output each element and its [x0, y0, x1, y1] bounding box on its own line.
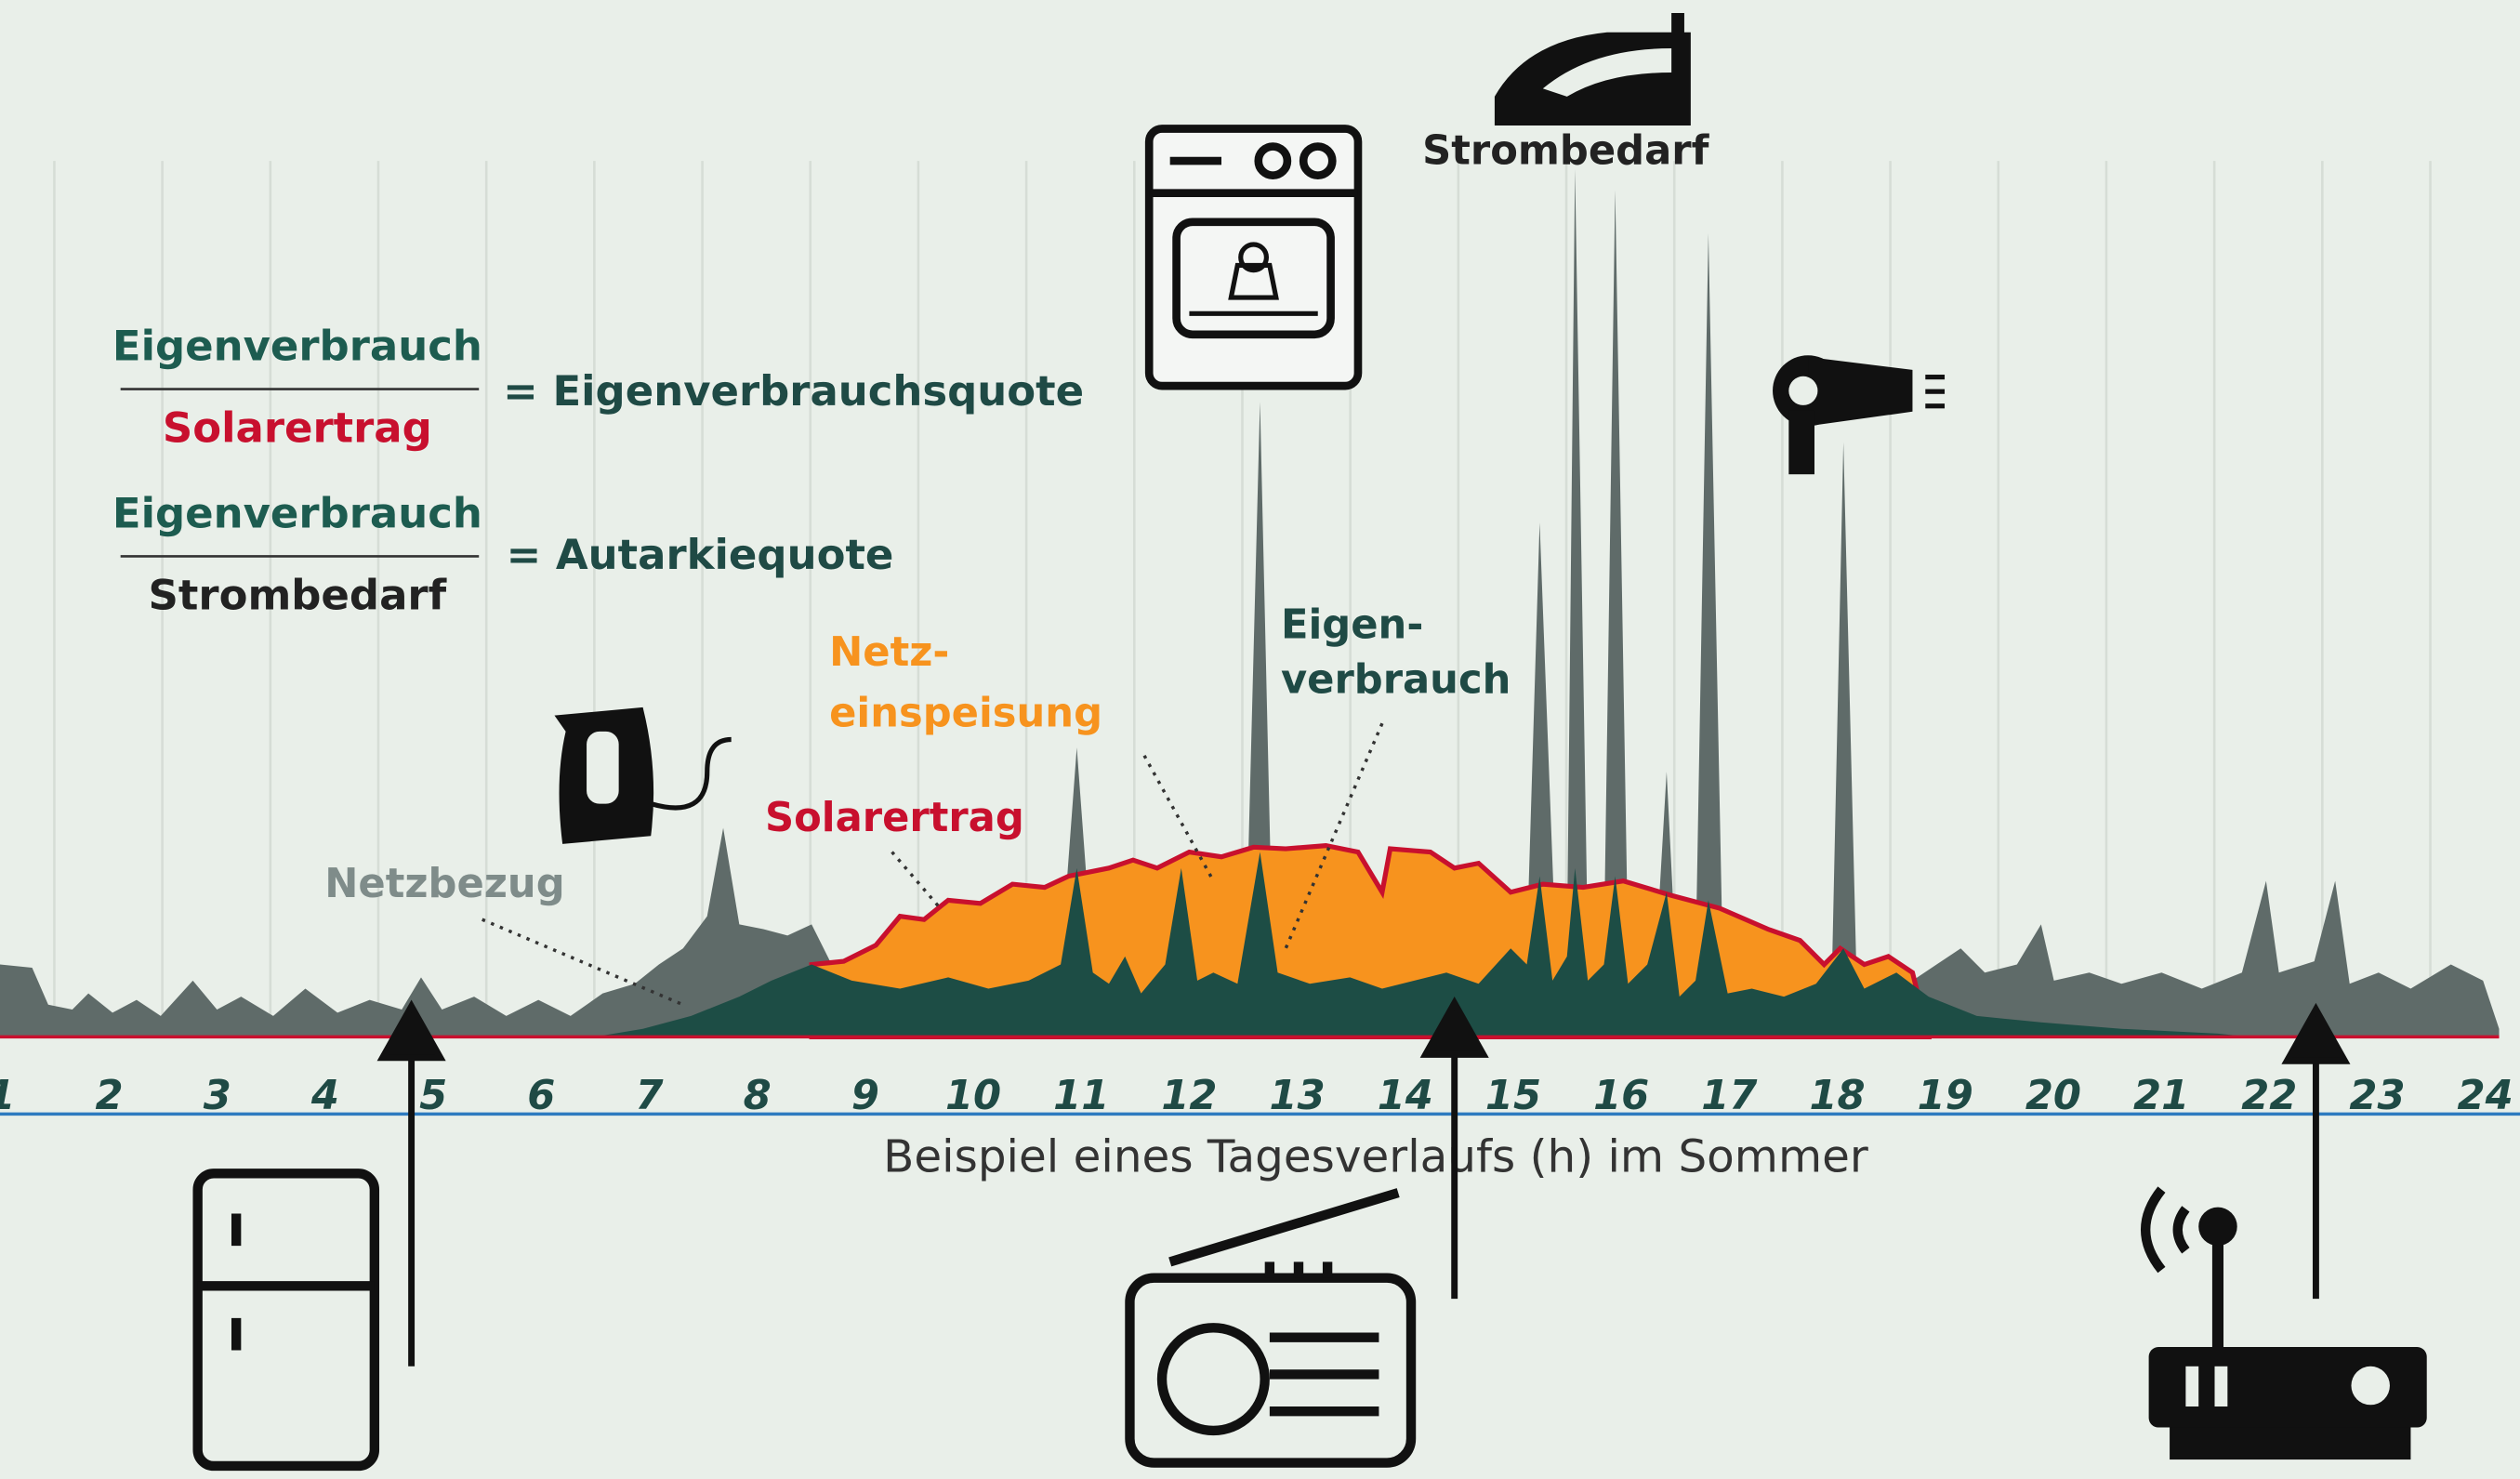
solarertrag-label: Solarertrag — [765, 795, 1024, 841]
netz-label: einspeisung — [829, 691, 1102, 737]
kettle-icon — [554, 706, 732, 844]
arrows — [376, 996, 2351, 1367]
hour-label: 7 — [635, 1073, 663, 1119]
eigen-label: verbrauch — [1281, 656, 1511, 703]
formula-numerator: Eigenverbrauch — [112, 321, 482, 370]
hour-label: 2 — [96, 1073, 124, 1119]
router-icon — [2141, 1186, 2427, 1460]
hour-label: 9 — [851, 1073, 879, 1119]
hour-label: 13 — [1270, 1073, 1326, 1119]
hour-label: 17 — [1701, 1073, 1757, 1119]
hour-label: 18 — [1809, 1073, 1865, 1119]
formula-result: = Autarkiequote — [507, 530, 894, 579]
netzbezug-label: Netzbezug — [324, 861, 564, 907]
hour-label: 24 — [2458, 1073, 2513, 1119]
netz-label: Netz- — [829, 629, 949, 676]
hour-label: 4 — [310, 1073, 339, 1119]
hour-label: 12 — [1161, 1073, 1217, 1119]
hour-labels: 123456789101112131415161718192021222324 — [0, 1073, 2513, 1119]
hour-label: 22 — [2241, 1073, 2297, 1119]
hour-label: 8 — [744, 1073, 772, 1119]
formula-denominator: Solarertrag — [163, 403, 432, 453]
hour-label: 10 — [945, 1073, 1001, 1119]
eigen-label: Eigen- — [1281, 602, 1423, 649]
hairdryer-icon — [1773, 355, 1946, 475]
leader — [482, 918, 684, 1007]
formula-result: = Eigenverbrauchsquote — [503, 366, 1084, 416]
strombedarf-label: Strombedarf — [1422, 128, 1709, 175]
hour-label: 1 — [0, 1073, 15, 1119]
formula-numerator: Eigenverbrauch — [112, 488, 482, 537]
hour-label: 23 — [2349, 1073, 2405, 1119]
hour-label: 19 — [1918, 1073, 1973, 1119]
hour-label: 14 — [1378, 1073, 1433, 1119]
formula-denominator: Strombedarf — [149, 570, 447, 619]
radio-icon — [1125, 1188, 1417, 1468]
hour-label: 5 — [419, 1073, 447, 1119]
caption: Beispiel eines Tagesverlaufs (h) im Somm… — [883, 1131, 1868, 1183]
self-consumption-area — [594, 852, 2250, 1037]
iron-detail — [1542, 48, 1672, 97]
leader — [1284, 722, 1384, 949]
hour-label: 21 — [2133, 1073, 2189, 1119]
hour-label: 15 — [1485, 1073, 1541, 1119]
hour-label: 3 — [204, 1073, 231, 1119]
hour-label: 6 — [527, 1073, 555, 1119]
hour-label: 11 — [1053, 1073, 1109, 1119]
hour-label: 16 — [1593, 1073, 1649, 1119]
hour-label: 20 — [2025, 1073, 2081, 1119]
leader — [891, 851, 942, 910]
oven-icon — [1144, 125, 1363, 390]
fridge-icon — [192, 1169, 380, 1472]
